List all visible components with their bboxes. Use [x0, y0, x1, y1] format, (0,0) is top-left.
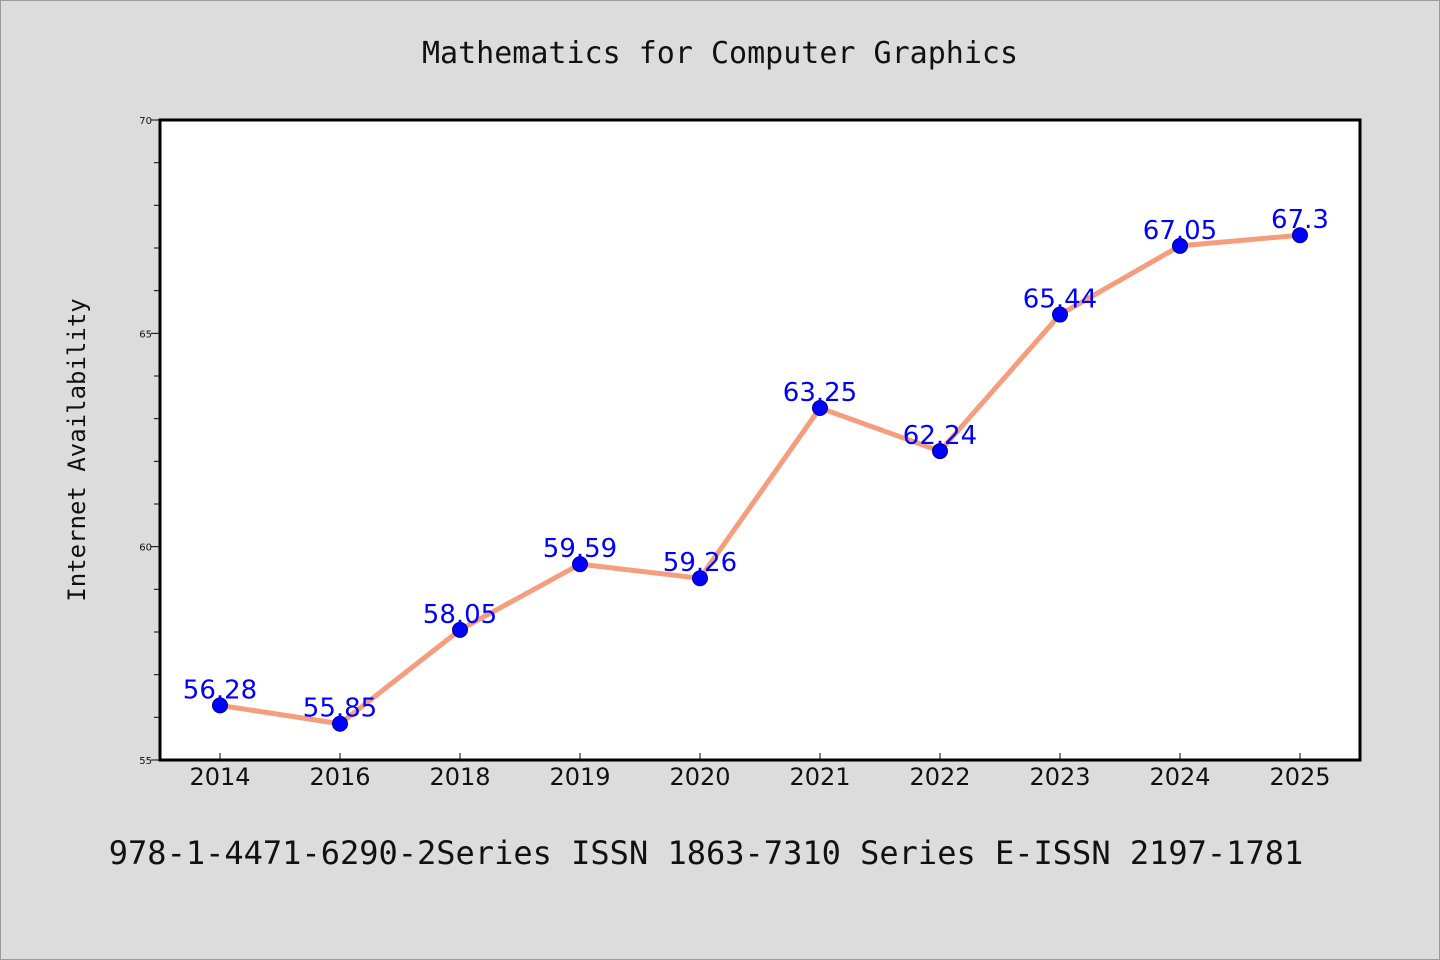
- y-axis-label: Internet Availability: [63, 298, 91, 601]
- x-tick-label: 2025: [1269, 763, 1330, 791]
- data-point: [932, 443, 948, 460]
- data-label: 58.05: [423, 600, 497, 630]
- x-tick-label: 2018: [429, 763, 490, 791]
- data-label: 65.44: [1023, 285, 1097, 315]
- x-axis-tick-labels: 2014 2016 2018 2019 2020 2021 2022 2023 2024 2025: [189, 763, 1330, 791]
- data-point: [212, 697, 228, 714]
- series-markers: [212, 227, 1308, 732]
- plot-area: [160, 120, 1360, 760]
- chart-title: Mathematics for Computer Graphics: [422, 36, 1018, 71]
- x-tick-label: 2021: [789, 763, 850, 791]
- data-label: 67.3: [1271, 205, 1329, 235]
- x-tick-label: 2020: [669, 763, 730, 791]
- data-point: [692, 570, 708, 587]
- y-tick-label: 65: [139, 329, 152, 340]
- data-label: 55.85: [303, 694, 377, 724]
- y-axis-tick-labels: 55 60 65 70: [139, 116, 152, 767]
- data-point: [1052, 306, 1068, 323]
- x-tick-label: 2024: [1149, 763, 1210, 791]
- plot-frame: [158, 118, 1362, 762]
- isbn-footer: 978-1-4471-6290-2Series ISSN 1863-7310 S…: [109, 834, 1303, 872]
- data-label: 62.24: [903, 421, 977, 451]
- y-tick-label: 70: [139, 116, 152, 127]
- data-label: 59.59: [543, 534, 617, 564]
- data-label: 67.05: [1143, 216, 1217, 246]
- x-tick-label: 2016: [309, 763, 370, 791]
- data-point: [572, 556, 588, 573]
- x-tick-label: 2019: [549, 763, 610, 791]
- data-labels: 56.28 55.85 58.05 59.59 59.26 63.25 62.24 65.44…: [183, 205, 1329, 724]
- y-tick-label: 55: [139, 756, 152, 767]
- x-tick-label: 2023: [1029, 763, 1090, 791]
- data-point: [332, 715, 348, 732]
- data-label: 63.25: [783, 378, 857, 408]
- data-point: [1292, 227, 1308, 244]
- data-point: [452, 621, 468, 638]
- x-tick-label: 2014: [189, 763, 250, 791]
- x-tick-label: 2022: [909, 763, 970, 791]
- data-point: [1172, 237, 1188, 254]
- data-label: 59.26: [663, 548, 737, 578]
- data-point: [812, 400, 828, 416]
- data-label: 56.28: [183, 675, 257, 705]
- series-line: [217, 232, 1303, 727]
- y-tick-label: 60: [139, 543, 152, 554]
